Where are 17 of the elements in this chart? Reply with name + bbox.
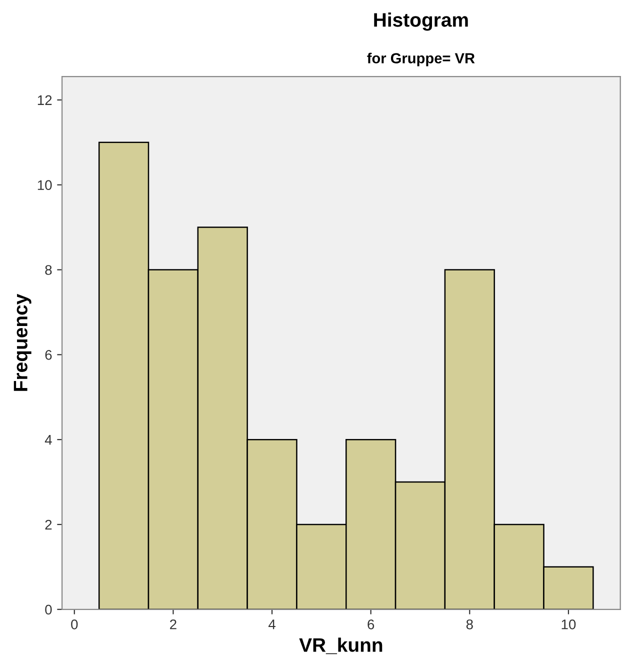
x-tick-label: 2 [170, 619, 176, 630]
chart-subtitle: for Gruppe= VR [367, 52, 475, 66]
chart-title: Histogram [374, 12, 468, 31]
x-tick-label: 4 [268, 620, 276, 630]
x-tick-label: 8 [466, 619, 473, 630]
y-tick-label: 12 [38, 95, 52, 105]
y-tick-label: 2 [45, 520, 52, 530]
x-tick-label: 0 [71, 619, 78, 630]
x-tick-label: 10 [562, 619, 576, 630]
y-axis-title: Frequency [14, 294, 32, 391]
y-tick-label: 0 [45, 604, 52, 615]
x-axis-title: VR_kunn [299, 638, 382, 654]
x-tick-label: 6 [368, 619, 374, 630]
y-tick-label: 10 [38, 180, 52, 190]
y-tick-label: 4 [44, 435, 52, 445]
y-tick-label: 8 [45, 265, 52, 275]
y-tick-label: 6 [45, 350, 52, 360]
